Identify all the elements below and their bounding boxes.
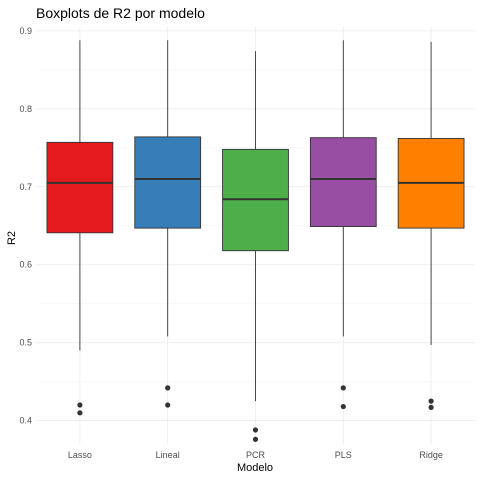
y-tick-label: 0.6	[19, 260, 32, 270]
outlier-point	[165, 402, 171, 408]
y-tick-label: 0.7	[19, 182, 32, 192]
outlier-point	[252, 427, 259, 433]
x-tick-label: PLS	[335, 450, 352, 460]
outlier-point	[252, 436, 259, 442]
box-lineal	[134, 40, 202, 408]
x-tick-label: Lasso	[68, 450, 92, 460]
y-tick-label: 0.4	[19, 416, 32, 426]
y-tick-label: 0.5	[19, 338, 32, 348]
outlier-point	[77, 402, 83, 408]
outlier-point	[77, 410, 83, 416]
box-layer	[46, 40, 465, 442]
outlier-point	[165, 385, 171, 391]
x-tick-label: Ridge	[419, 450, 443, 460]
x-axis-title: Modelo	[237, 462, 273, 474]
x-tick-label: PCR	[246, 450, 266, 460]
outlier-point	[340, 385, 346, 391]
box-ridge	[397, 41, 465, 410]
box-pls	[309, 40, 377, 410]
box-lasso	[46, 40, 114, 416]
chart-title: Boxplots de R2 por modelo	[36, 5, 205, 21]
box-rect	[309, 137, 377, 227]
outlier-point	[428, 404, 434, 410]
box-pcr	[222, 51, 289, 442]
x-tick-label: Lineal	[156, 450, 180, 460]
box-rect	[46, 141, 114, 234]
y-tick-label: 0.9	[19, 26, 32, 36]
y-axis-title: R2	[6, 231, 18, 245]
box-rect	[134, 136, 202, 229]
tick-layer: 0.4 0.5 0.6 0.7 0.8 0.9 Lasso Lineal PCR PLS Ridge	[19, 26, 442, 460]
outlier-point	[340, 403, 346, 410]
outlier-point	[428, 398, 434, 404]
y-tick-label: 0.8	[19, 104, 32, 114]
